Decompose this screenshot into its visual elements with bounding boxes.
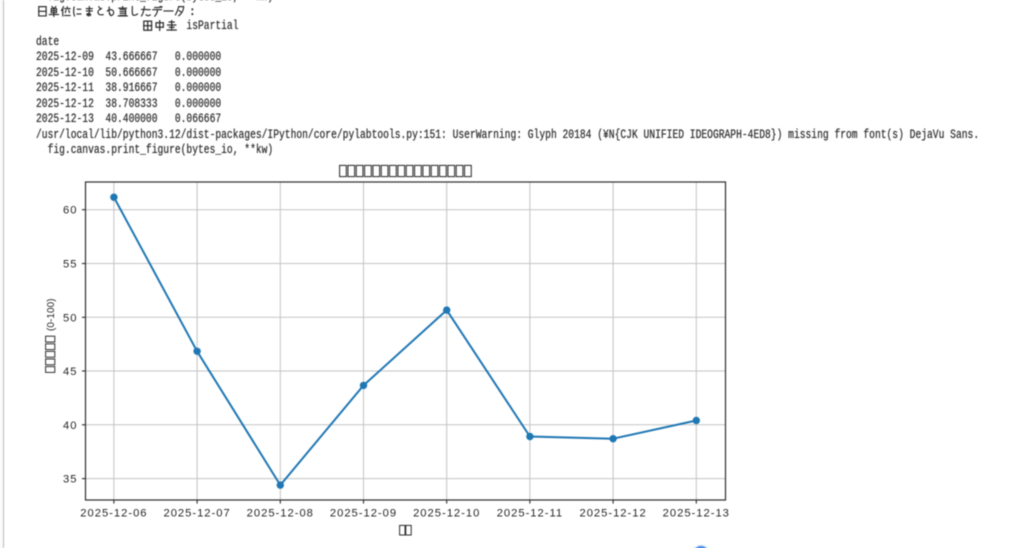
svg-text:(0-100): (0-100) bbox=[46, 298, 57, 333]
svg-text:2025-12-10: 2025-12-10 bbox=[413, 508, 480, 520]
svg-text:2025-12-08: 2025-12-08 bbox=[247, 508, 314, 520]
svg-text:55: 55 bbox=[63, 259, 77, 271]
svg-text:45: 45 bbox=[63, 366, 77, 378]
svg-text:2025-12-07: 2025-12-07 bbox=[163, 508, 230, 520]
svg-text:2025-12-06: 2025-12-06 bbox=[80, 508, 147, 520]
svg-text:2025-12-12: 2025-12-12 bbox=[579, 508, 646, 520]
svg-text:40: 40 bbox=[63, 420, 77, 432]
svg-text:2025-12-11: 2025-12-11 bbox=[497, 508, 563, 520]
svg-text:50: 50 bbox=[63, 312, 77, 324]
svg-text:60: 60 bbox=[63, 205, 77, 217]
svg-text:2025-12-13: 2025-12-13 bbox=[663, 508, 730, 520]
svg-text:2025-12-09: 2025-12-09 bbox=[330, 508, 397, 520]
svg-text:35: 35 bbox=[63, 474, 77, 486]
